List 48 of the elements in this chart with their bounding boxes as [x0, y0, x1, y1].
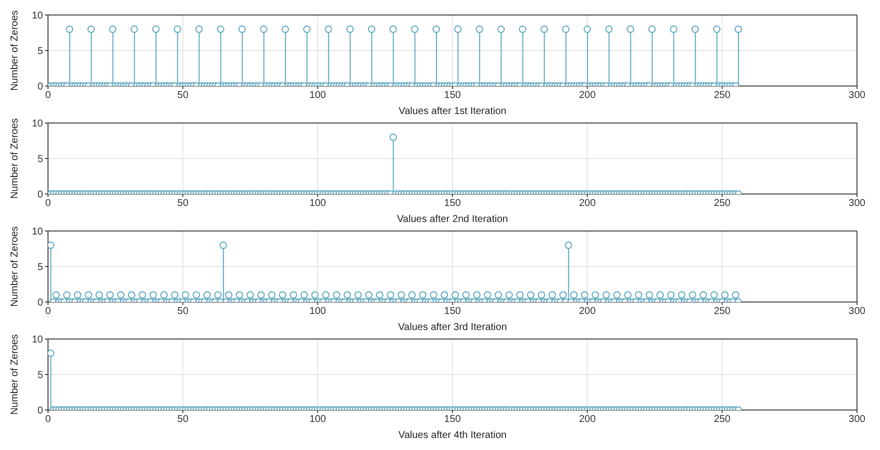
- y-tick-label: 5: [37, 154, 44, 166]
- x-axis-title: Values after 4th Iteration: [398, 430, 507, 441]
- x-tick-label: 300: [848, 90, 866, 102]
- x-tick-label: 0: [45, 90, 52, 102]
- x-tick-label: 250: [714, 306, 731, 318]
- x-tick-label: 200: [578, 414, 596, 426]
- x-tick-label: 250: [714, 90, 731, 102]
- x-tick-label: 0: [45, 198, 52, 210]
- y-tick-label: 10: [32, 226, 44, 238]
- y-axis-title: Number of Zeroes: [10, 118, 21, 199]
- x-tick-label: 50: [177, 198, 189, 210]
- x-tick-label: 250: [714, 414, 731, 426]
- y-tick-label: 5: [37, 46, 44, 58]
- y-tick-label: 0: [37, 406, 44, 417]
- x-axis-title: Values after 1st Iteration: [398, 106, 506, 117]
- x-tick-label: 50: [177, 90, 189, 102]
- x-tick-label: 250: [714, 198, 731, 210]
- x-tick-label: 150: [444, 306, 462, 318]
- x-tick-label: 300: [848, 414, 866, 426]
- y-tick-label: 0: [37, 190, 44, 201]
- y-axis-title: Number of Zeroes: [10, 334, 21, 415]
- x-tick-label: 0: [45, 414, 52, 426]
- x-tick-label: 100: [309, 414, 326, 426]
- x-tick-label: 50: [177, 414, 189, 426]
- x-tick-label: 300: [848, 198, 866, 210]
- y-tick-label: 0: [37, 82, 44, 93]
- x-tick-label: 200: [578, 306, 596, 318]
- y-tick-label: 10: [32, 334, 44, 346]
- x-tick-label: 150: [444, 90, 462, 102]
- x-tick-label: 50: [177, 306, 189, 318]
- x-tick-label: 300: [848, 306, 866, 318]
- y-axis-title: Number of Zeroes: [10, 226, 21, 307]
- y-axis-title: Number of Zeroes: [10, 10, 21, 91]
- y-tick-label: 0: [37, 298, 44, 309]
- x-tick-label: 100: [309, 198, 326, 210]
- x-axis-title: Values after 3rd Iteration: [398, 322, 507, 333]
- x-tick-label: 200: [578, 198, 596, 210]
- y-tick-label: 5: [37, 262, 44, 274]
- x-tick-label: 150: [444, 414, 462, 426]
- x-tick-label: 150: [444, 198, 462, 210]
- y-tick-label: 10: [32, 118, 44, 130]
- x-tick-label: 100: [309, 90, 326, 102]
- x-tick-label: 0: [45, 306, 52, 318]
- y-tick-label: 10: [32, 10, 44, 22]
- y-tick-label: 5: [37, 370, 44, 382]
- x-axis-title: Values after 2nd Iteration: [397, 214, 508, 225]
- x-tick-label: 100: [309, 306, 326, 318]
- x-tick-label: 200: [578, 90, 596, 102]
